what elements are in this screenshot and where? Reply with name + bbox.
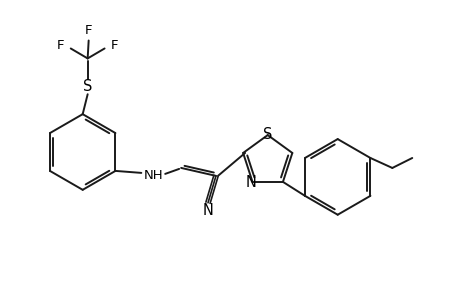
Text: F: F [85, 24, 92, 37]
Text: N: N [246, 176, 257, 190]
Text: S: S [263, 127, 272, 142]
Text: NH: NH [143, 169, 163, 182]
Text: S: S [83, 79, 92, 94]
Text: N: N [202, 203, 213, 218]
Text: F: F [57, 39, 64, 52]
Text: F: F [111, 39, 118, 52]
